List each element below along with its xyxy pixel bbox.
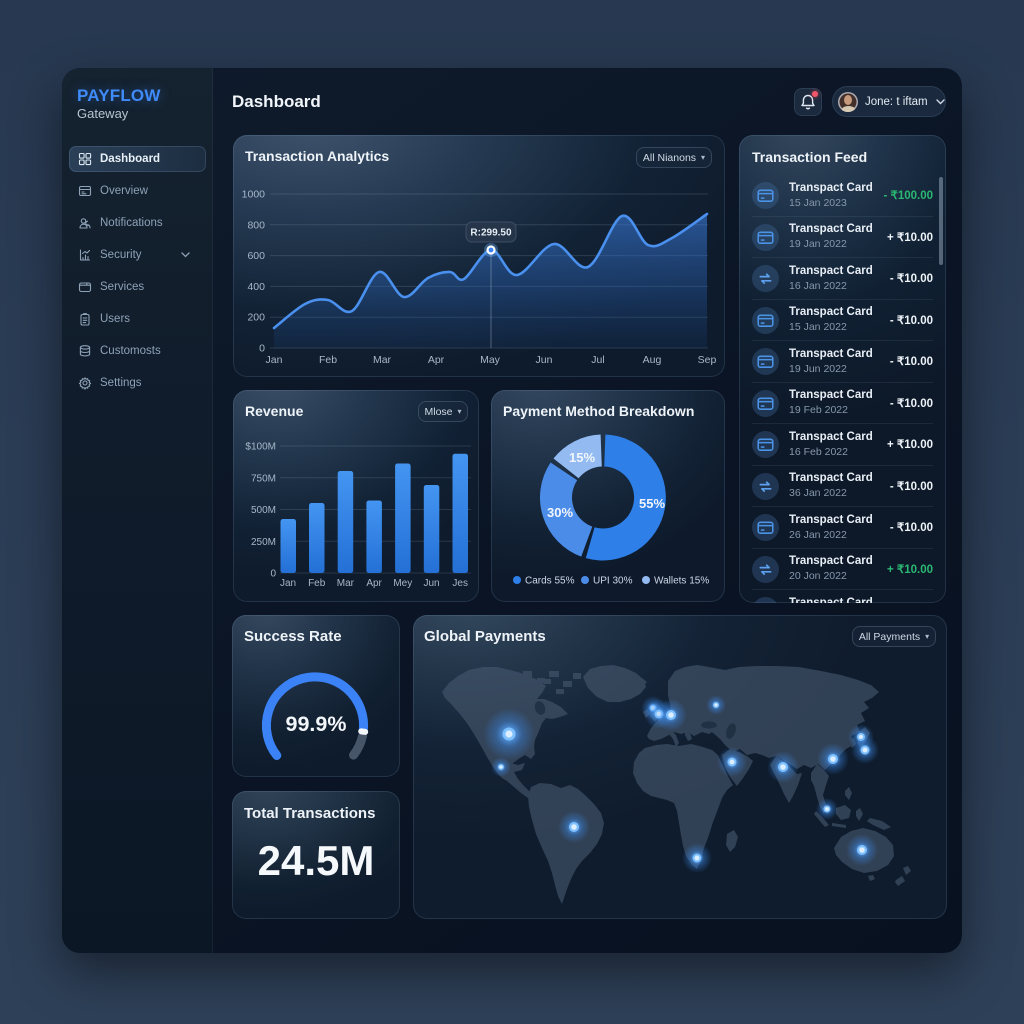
svg-text:0: 0	[259, 343, 265, 355]
svg-text:Jes: Jes	[452, 578, 468, 589]
svg-text:400: 400	[247, 281, 265, 293]
svg-text:Wallets 15%: Wallets 15%	[654, 576, 709, 587]
svg-text:May: May	[480, 354, 501, 366]
svg-text:Jan: Jan	[280, 578, 296, 589]
svg-text:1000: 1000	[242, 189, 266, 201]
svg-text:15%: 15%	[569, 450, 595, 465]
svg-text:99.9%: 99.9%	[286, 712, 347, 736]
svg-text:Aug: Aug	[643, 354, 662, 366]
svg-text:0: 0	[270, 569, 276, 580]
svg-text:Apr: Apr	[366, 578, 382, 589]
svg-text:Feb: Feb	[319, 354, 337, 366]
svg-text:UPI 30%: UPI 30%	[593, 576, 633, 587]
svg-text:$100M: $100M	[245, 442, 276, 453]
svg-text:Sep: Sep	[698, 354, 717, 366]
svg-text:Mey: Mey	[393, 578, 412, 589]
svg-text:Apr: Apr	[428, 354, 445, 366]
svg-text:200: 200	[247, 312, 265, 324]
svg-text:Feb: Feb	[308, 578, 326, 589]
svg-text:750M: 750M	[251, 473, 276, 484]
svg-text:R:299.50: R:299.50	[470, 228, 512, 239]
svg-text:Jun: Jun	[423, 578, 439, 589]
svg-text:30%: 30%	[547, 505, 573, 520]
svg-text:Jan: Jan	[266, 354, 283, 366]
svg-text:Jul: Jul	[591, 354, 604, 366]
svg-text:800: 800	[247, 219, 265, 231]
svg-text:Cards 55%: Cards 55%	[525, 576, 575, 587]
svg-text:Mar: Mar	[337, 578, 355, 589]
svg-text:Jun: Jun	[536, 354, 553, 366]
svg-text:55%: 55%	[639, 496, 665, 511]
svg-text:250M: 250M	[251, 537, 276, 548]
svg-text:Mar: Mar	[373, 354, 392, 366]
svg-text:500M: 500M	[251, 505, 276, 516]
svg-text:600: 600	[247, 250, 265, 262]
